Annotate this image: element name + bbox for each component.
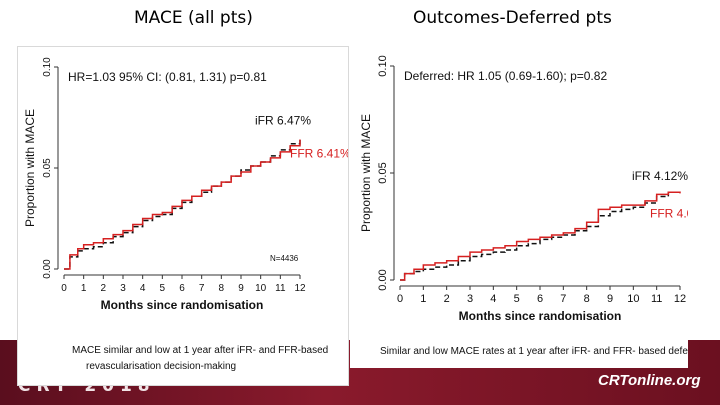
right-heading: Outcomes-Deferred pts	[413, 8, 612, 28]
right-chart-panel: 0 1 2 3 4 5 6 7 8 9 10 11 12 0.00 0.05 0.10 Months since…	[350, 46, 711, 368]
x-tick-label: 12	[674, 293, 686, 305]
x-tick-label: 11	[275, 283, 286, 294]
y-tick-label: 0.10	[377, 55, 389, 76]
x-tick-label: 5	[160, 283, 166, 294]
x-tick-label: 4	[490, 293, 496, 305]
y-axis-label: Proportion with MACE	[23, 109, 37, 227]
series-label-ffr: FFR 4.05%	[650, 206, 688, 220]
caption-line-1: Similar and low MACE rates at 1 year aft…	[380, 346, 688, 357]
x-tick-label: 3	[120, 283, 126, 294]
series-line-ifr	[400, 191, 681, 281]
x-tick-label: 6	[179, 283, 185, 294]
x-tick-label: 8	[219, 283, 225, 294]
left-heading: MACE (all pts)	[134, 8, 253, 28]
x-tick-label: 5	[514, 293, 520, 305]
x-tick-label: 3	[467, 293, 473, 305]
x-tick-label: 12	[294, 283, 306, 294]
left-chart-panel: 0 1 2 3 4 5 6 7 8 9 10 11 12 0.00 0.05 0.10 Months since…	[17, 46, 351, 386]
series-label-ifr: iFR 6.47%	[255, 113, 311, 127]
x-axis-label: Months since randomisation	[459, 309, 622, 323]
x-tick-label: 1	[420, 293, 426, 305]
x-tick-label: 10	[627, 293, 639, 305]
series-label-ifr: iFR 4.12%	[632, 169, 688, 183]
caption-line-1: MACE similar and low at 1 year after iFR…	[72, 345, 328, 356]
y-tick-label: 0.05	[42, 158, 53, 178]
x-tick-label: 2	[101, 283, 107, 294]
x-tick-label: 0	[397, 293, 403, 305]
series-line-ffr	[400, 191, 681, 281]
y-tick-label: 0.10	[42, 57, 53, 77]
x-axis-label: Months since randomisation	[101, 298, 264, 312]
series-line-ffr	[64, 139, 301, 270]
series-label-ffr: FFR 6.41%	[290, 147, 348, 161]
x-tick-label: 9	[238, 283, 244, 294]
y-tick-label: 0.00	[42, 259, 53, 279]
x-tick-label: 7	[560, 293, 566, 305]
x-tick-label: 9	[607, 293, 613, 305]
x-tick-label: 8	[584, 293, 590, 305]
series-line-ifr	[64, 138, 301, 270]
crtonline-logo[interactable]: CRTonline.org	[598, 372, 701, 389]
x-tick-label: 11	[651, 293, 662, 305]
x-tick-label: 7	[199, 283, 205, 294]
hazard-ratio-annotation: HR=1.03 95% CI: (0.81, 1.31) p=0.81	[68, 70, 267, 84]
y-tick-label: 0.05	[377, 162, 389, 183]
x-tick-label: 4	[140, 283, 146, 294]
y-tick-label: 0.00	[377, 269, 389, 290]
sample-size-label: N=4436	[270, 254, 299, 263]
x-tick-label: 6	[537, 293, 543, 305]
x-tick-label: 0	[61, 283, 67, 294]
x-tick-label: 10	[255, 283, 267, 294]
x-tick-label: 2	[444, 293, 450, 305]
x-tick-label: 1	[81, 283, 87, 294]
hazard-ratio-annotation: Deferred: HR 1.05 (0.69-1.60); p=0.82	[404, 69, 607, 83]
y-axis-label: Proportion with MACE	[359, 114, 373, 232]
caption-line-2: revascularisation decision-making	[86, 361, 236, 372]
